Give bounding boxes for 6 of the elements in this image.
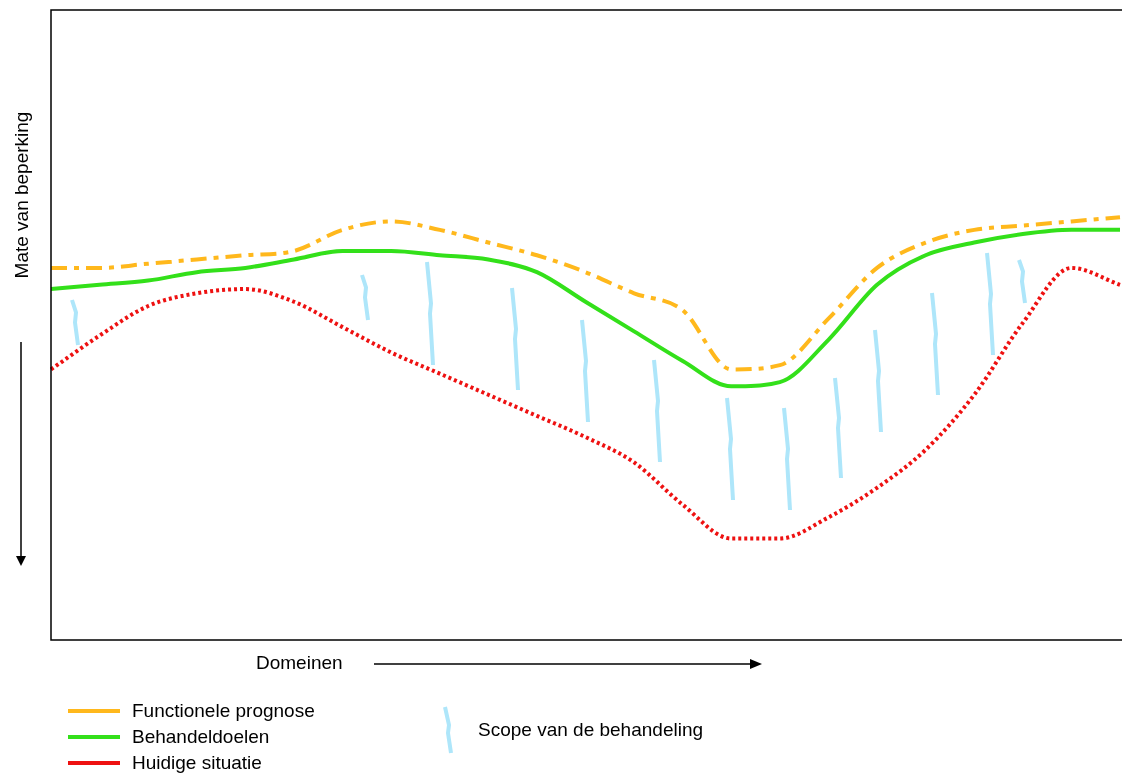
x-axis-title: Domeinen <box>256 652 343 674</box>
text: Scope van de behandeling <box>478 719 704 741</box>
y-axis-title: Mate van beperking <box>11 111 33 279</box>
legend-label: Huidige situatie <box>132 752 262 774</box>
legend-label: Functionele prognose <box>132 700 315 722</box>
legend-label: Behandeldoelen <box>132 726 270 748</box>
